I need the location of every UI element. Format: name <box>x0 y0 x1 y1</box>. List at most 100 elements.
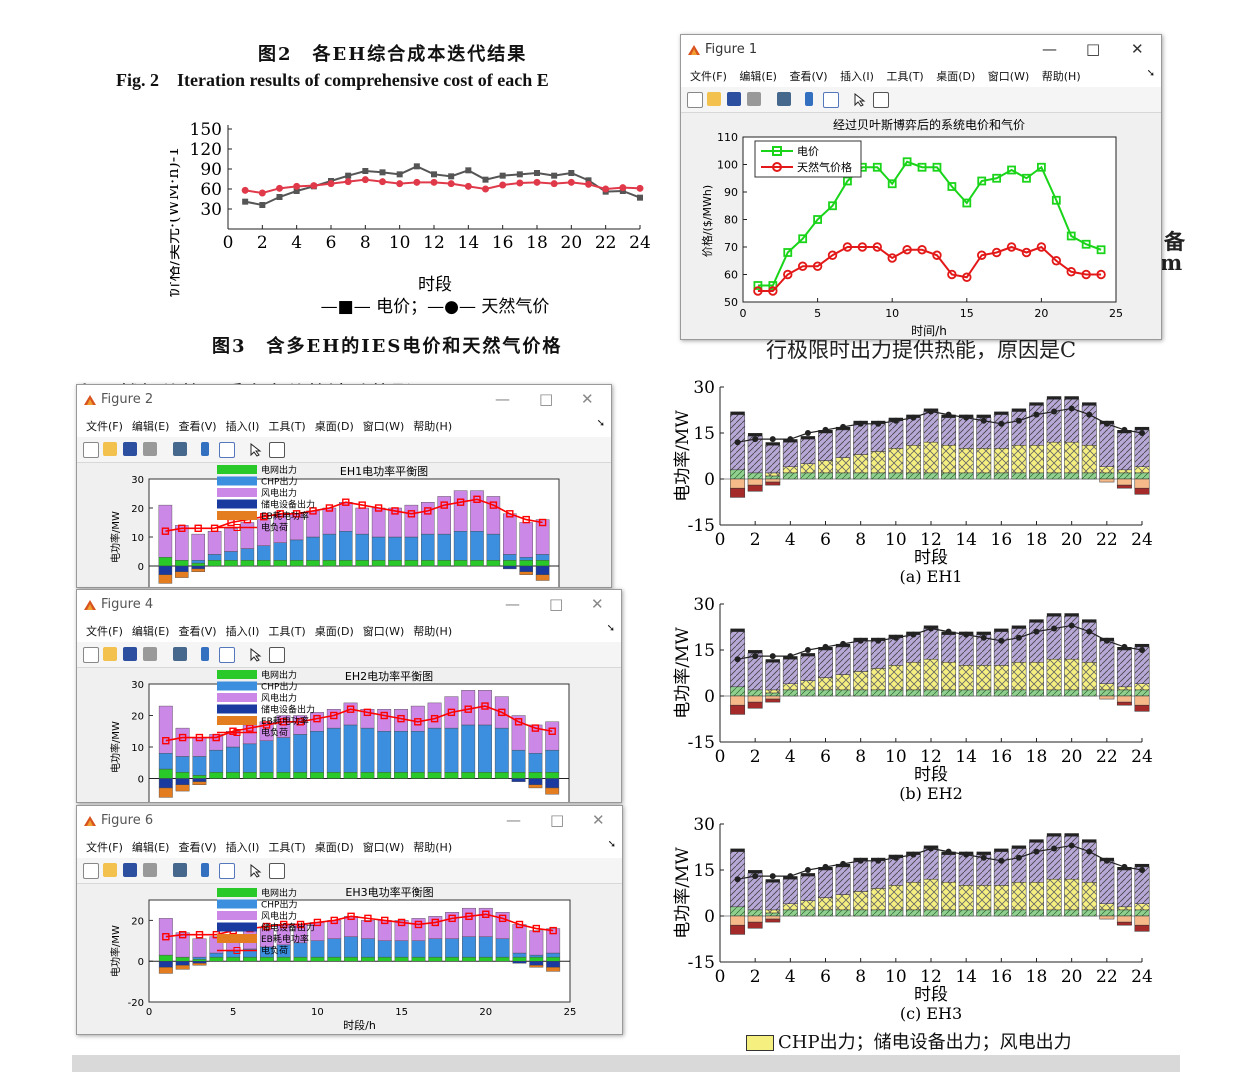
maximize-button[interactable]: □ <box>539 390 554 408</box>
new-figure-icon[interactable] <box>83 647 99 663</box>
menu-edit[interactable]: 编辑(E) <box>739 70 777 83</box>
pointer-icon[interactable] <box>249 442 263 457</box>
menu-tools[interactable]: 工具(T) <box>268 625 306 638</box>
open-file-icon[interactable] <box>103 442 117 456</box>
menu-view[interactable]: 查看(V) <box>178 841 217 854</box>
menu-desktop[interactable]: 桌面(D) <box>314 841 354 854</box>
menu-file[interactable]: 文件(F) <box>86 625 123 638</box>
minimize-button[interactable]: — <box>1042 40 1057 58</box>
menu-help[interactable]: 帮助(H) <box>413 841 453 854</box>
menu-window[interactable]: 窗口(W) <box>987 70 1030 83</box>
legend-icon[interactable] <box>219 647 235 663</box>
property-editor-icon[interactable] <box>269 863 285 879</box>
menu-edit[interactable]: 编辑(E) <box>131 420 170 433</box>
figure1-window[interactable]: Figure 1 — □ ✕ 文件(F) 编辑(E) 查看(V) 插入(I) 工… <box>680 34 1162 340</box>
figure4-window[interactable]: Figure 4 — □ ✕ 文件(F) 编辑(E) 查看(V) 插入(I) 工具(T) 桌面(D… <box>76 589 622 803</box>
property-editor-icon[interactable] <box>269 647 285 663</box>
menu-overflow-icon[interactable]: ➘ <box>606 623 615 634</box>
menu-file[interactable]: 文件(F) <box>86 841 123 854</box>
eh-power-balance-plot[interactable]: EH1电功率平衡图电功率/MW3020100-10电网出力CHP出力风电出力储电… <box>77 463 611 587</box>
menu-window[interactable]: 窗口(W) <box>362 420 405 433</box>
menu-file[interactable]: 文件(F) <box>690 70 727 83</box>
maximize-button[interactable]: □ <box>1086 40 1101 58</box>
close-button[interactable]: ✕ <box>1131 40 1144 58</box>
menu-edit[interactable]: 编辑(E) <box>131 841 170 854</box>
menu-help[interactable]: 帮助(H) <box>413 625 453 638</box>
menu-help[interactable]: 帮助(H) <box>413 420 453 433</box>
figure1-plot[interactable]: 经过贝叶斯博弈后的系统电价和气价 价格/($/MWh) 时间/h 0 5 10 15 2… <box>681 113 1161 339</box>
colorbar-icon[interactable] <box>201 442 209 456</box>
close-button[interactable]: ✕ <box>592 811 605 829</box>
eh-power-balance-plot[interactable]: EH2电功率平衡图电功率/MW3020100-10电网出力CHP出力风电出力储电… <box>77 668 621 802</box>
new-figure-icon[interactable] <box>687 92 703 108</box>
print-icon[interactable] <box>747 92 761 106</box>
property-editor-icon[interactable] <box>269 442 285 458</box>
legend-icon[interactable] <box>219 863 235 879</box>
menu-desktop[interactable]: 桌面(D) <box>314 625 354 638</box>
menu-help[interactable]: 帮助(H) <box>1041 70 1081 83</box>
minimize-button[interactable]: — <box>505 595 520 613</box>
paper-bar-top <box>1064 833 1079 837</box>
property-editor-icon[interactable] <box>873 92 889 108</box>
print-icon[interactable] <box>143 442 157 456</box>
menu-desktop[interactable]: 桌面(D) <box>936 70 976 83</box>
eh-load-point <box>330 916 338 925</box>
menu-tools[interactable]: 工具(T) <box>268 420 306 433</box>
eh-bar-grid <box>339 559 353 567</box>
pointer-icon[interactable] <box>249 647 263 662</box>
figure6-window[interactable]: Figure 6 — □ ✕ 文件(F) 编辑(E) 查看(V) 插入(I) 工具(T) 桌面(D… <box>76 805 623 1035</box>
menu-edit[interactable]: 编辑(E) <box>131 625 170 638</box>
menu-file[interactable]: 文件(F) <box>86 420 123 433</box>
print-icon[interactable] <box>143 863 157 877</box>
menu-tools[interactable]: 工具(T) <box>886 70 924 83</box>
close-button[interactable]: ✕ <box>581 390 594 408</box>
colorbar-icon[interactable] <box>201 863 209 877</box>
link-plot-icon[interactable] <box>173 442 187 456</box>
minimize-button[interactable]: — <box>506 811 521 829</box>
new-figure-icon[interactable] <box>83 863 99 879</box>
paper-load-point <box>1068 622 1075 629</box>
menu-view[interactable]: 查看(V) <box>178 625 217 638</box>
menu-insert[interactable]: 插入(I) <box>840 70 874 83</box>
menu-view[interactable]: 查看(V) <box>789 70 828 83</box>
menu-insert[interactable]: 插入(I) <box>225 420 260 433</box>
menu-insert[interactable]: 插入(I) <box>225 841 260 854</box>
open-file-icon[interactable] <box>707 92 721 106</box>
save-icon[interactable] <box>123 442 137 456</box>
figure-titlebar[interactable]: Figure 6 — □ ✕ <box>77 806 622 836</box>
save-icon[interactable] <box>123 863 137 877</box>
save-icon[interactable] <box>123 647 137 661</box>
menu-view[interactable]: 查看(V) <box>178 420 217 433</box>
open-file-icon[interactable] <box>103 647 117 661</box>
menu-overflow-icon[interactable]: ➘ <box>596 418 605 429</box>
menu-insert[interactable]: 插入(I) <box>225 625 260 638</box>
figure2-window[interactable]: Figure 2 — □ ✕ 文件(F) 编辑(E) 查看(V) 插入(I) 工具(T) 桌面(D… <box>76 384 612 588</box>
link-plot-icon[interactable] <box>777 92 791 106</box>
legend-icon[interactable] <box>219 442 235 458</box>
menu-window[interactable]: 窗口(W) <box>362 625 405 638</box>
figure1-titlebar[interactable]: Figure 1 — □ ✕ <box>681 35 1161 65</box>
colorbar-icon[interactable] <box>201 647 209 661</box>
link-plot-icon[interactable] <box>173 647 187 661</box>
menu-overflow-icon[interactable]: ➘ <box>607 839 616 850</box>
print-icon[interactable] <box>143 647 157 661</box>
figure-titlebar[interactable]: Figure 2 — □ ✕ <box>77 385 611 415</box>
save-icon[interactable] <box>727 92 741 106</box>
menu-tools[interactable]: 工具(T) <box>268 841 306 854</box>
menu-window[interactable]: 窗口(W) <box>362 841 405 854</box>
new-figure-icon[interactable] <box>83 442 99 458</box>
pointer-icon[interactable] <box>853 92 867 107</box>
figure-titlebar[interactable]: Figure 4 — □ ✕ <box>77 590 621 620</box>
maximize-button[interactable]: □ <box>549 595 564 613</box>
link-plot-icon[interactable] <box>173 863 187 877</box>
minimize-button[interactable]: — <box>495 390 510 408</box>
legend-icon[interactable] <box>823 92 839 108</box>
close-button[interactable]: ✕ <box>591 595 604 613</box>
pointer-icon[interactable] <box>249 863 263 878</box>
menu-desktop[interactable]: 桌面(D) <box>314 420 354 433</box>
open-file-icon[interactable] <box>103 863 117 877</box>
maximize-button[interactable]: □ <box>550 811 565 829</box>
menu-overflow-icon[interactable]: ➘ <box>1146 68 1155 79</box>
colorbar-icon[interactable] <box>805 92 813 106</box>
